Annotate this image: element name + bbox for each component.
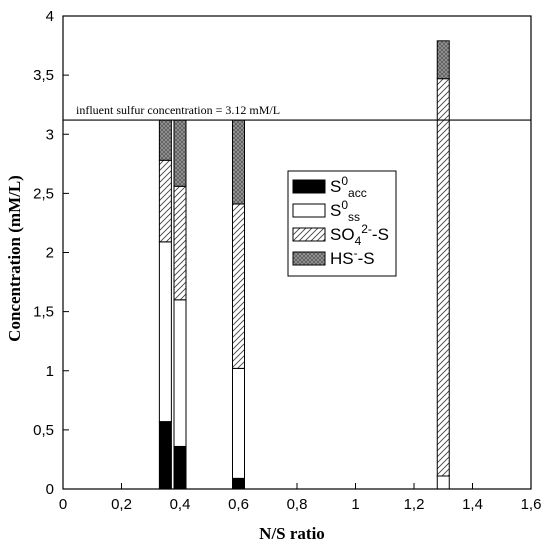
- bar-segment-HS-3: [436, 40, 450, 80]
- legend-swatch-HS: [292, 251, 326, 266]
- bar-segment-S0ss-0: [158, 241, 172, 423]
- bar-segment-S0ss-1: [173, 299, 187, 447]
- axes-layer: 0 0,2 0,4 0,6 0,8 1 1,2 1,4 1,6 0 0,5 1 1,5 2 2,5 3 3,5 4…: [5, 8, 541, 543]
- y-axis-title: Concentration (mM/L): [5, 175, 24, 342]
- x-tick-label: 0: [59, 496, 67, 513]
- x-axis-title: N/S ratio: [259, 524, 325, 543]
- legend-label-part: S: [330, 201, 341, 220]
- y-tick-label: 0: [46, 481, 54, 498]
- legend-label-part: 0: [341, 198, 348, 212]
- x-tick-label: 0,2: [111, 496, 132, 513]
- legend-label-S0ss: S0ss: [330, 198, 360, 224]
- bar-segment-S0ss-3: [436, 475, 450, 490]
- x-tick-label: 1,2: [404, 496, 425, 513]
- legend-label-part: ss: [348, 210, 360, 224]
- bar-segment-S0acc-0: [158, 421, 172, 490]
- legend-label-S0acc: S0acc: [330, 174, 367, 200]
- bar-segment-HS-0: [158, 119, 172, 161]
- y-tick-label: 2: [46, 245, 54, 262]
- legend-swatch-S0acc: [292, 179, 326, 194]
- y-tick-label: 2,5: [33, 185, 54, 202]
- x-tick-label: 1,6: [521, 496, 542, 513]
- x-tick-label: 0,4: [170, 496, 191, 513]
- bar-segment-SO4-2: [232, 203, 245, 369]
- legend-label-SO4: SO42--S: [330, 222, 389, 248]
- legend-label-part: 0: [341, 174, 348, 188]
- bar-segment-SO4-0: [158, 159, 172, 243]
- bar-segment-SO4-3: [436, 78, 450, 477]
- legend-label-part: SO: [330, 225, 355, 244]
- reference-line-layer: influent sulfur concentration = 3.12 mM/…: [63, 103, 531, 121]
- y-tick-label: 1,5: [33, 304, 54, 321]
- legend-swatch-S0ss: [292, 203, 326, 218]
- x-tick-label: 1: [351, 496, 359, 513]
- bar-segment-S0ss-2: [232, 367, 245, 479]
- legend-label-part: S: [330, 177, 341, 196]
- legend-label-part: -S: [358, 249, 375, 268]
- x-tick-label: 1,4: [462, 496, 483, 513]
- legend-label-part: HS: [330, 249, 354, 268]
- y-tick-label: 1: [46, 363, 54, 380]
- legend-label-part: 4: [355, 234, 362, 248]
- y-tick-label: 3,5: [33, 67, 54, 84]
- bar-segment-HS-2: [232, 119, 245, 205]
- bars-layer: [158, 40, 450, 490]
- bar-segment-HS-1: [173, 119, 187, 187]
- legend-label-part: -: [354, 246, 358, 260]
- x-tick-label: 0,6: [228, 496, 249, 513]
- legend-label-part: 2-: [361, 222, 372, 236]
- legend-label-part: -S: [372, 225, 389, 244]
- bar-segment-SO4-1: [173, 185, 187, 301]
- legend-label-HS: HS--S: [330, 246, 375, 268]
- y-tick-label: 0,5: [33, 422, 54, 439]
- reference-line-label: influent sulfur concentration = 3.12 mM/…: [76, 103, 280, 117]
- x-tick-label: 0,8: [287, 496, 308, 513]
- legend-swatch-SO4: [292, 227, 326, 242]
- legend-label-part: acc: [348, 186, 367, 200]
- y-tick-label: 4: [46, 8, 54, 25]
- y-tick-label: 3: [46, 126, 54, 143]
- bar-segment-S0acc-1: [173, 445, 187, 490]
